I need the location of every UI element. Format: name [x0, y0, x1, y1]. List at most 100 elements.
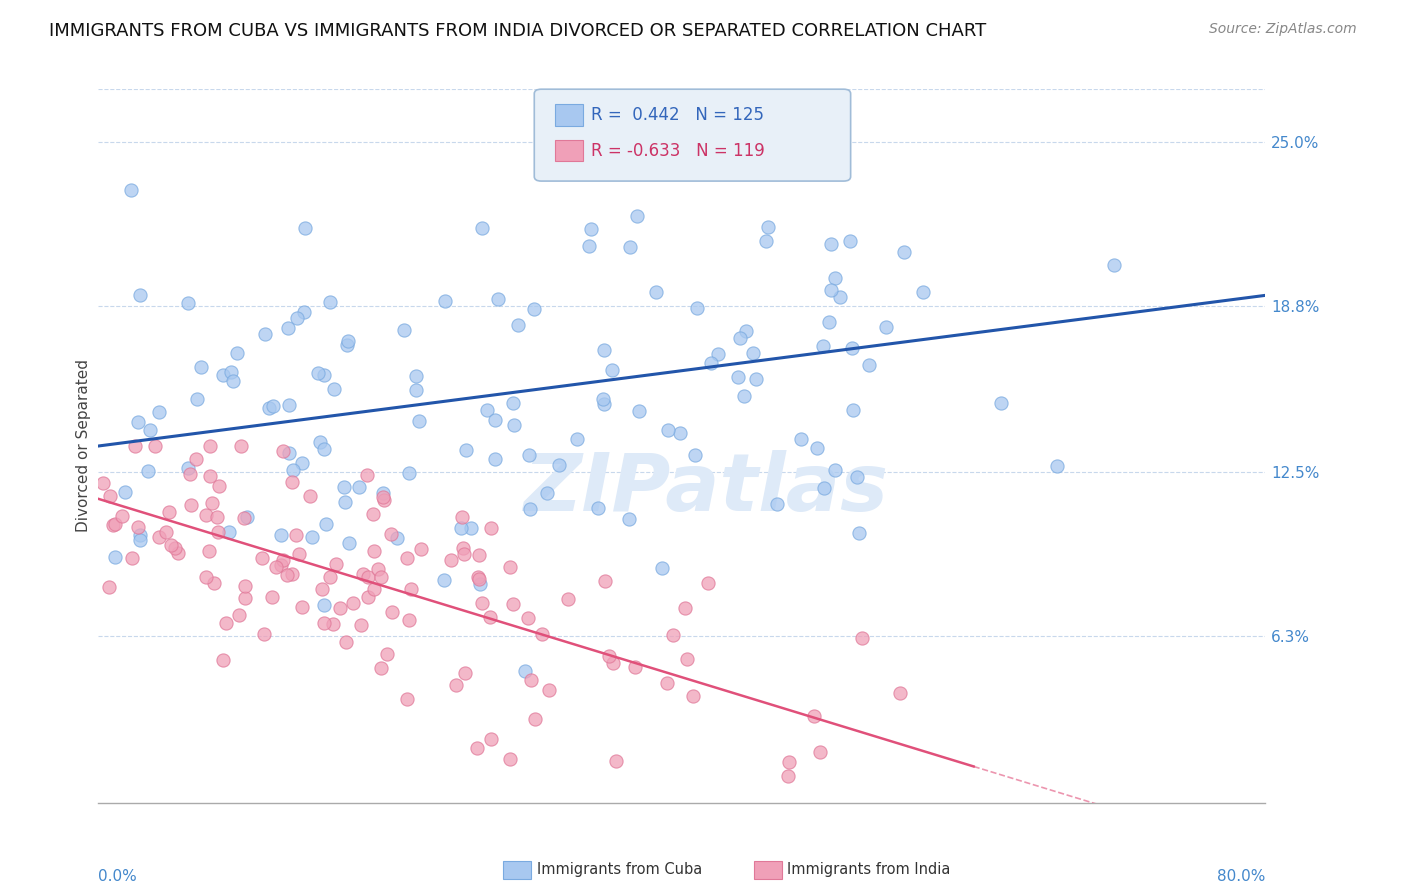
Point [367, 562, 389, 576]
Text: R = -0.633   N = 119: R = -0.633 N = 119 [591, 142, 765, 160]
Point [818, 315, 841, 329]
Point [519, 501, 541, 516]
Text: ZIPatlas: ZIPatlas [523, 450, 887, 528]
Point [520, 673, 543, 687]
Point [208, 479, 231, 493]
Point [124, 439, 146, 453]
Point [363, 544, 385, 558]
Point [350, 618, 373, 632]
Point [273, 443, 295, 458]
Point [380, 527, 402, 541]
Point [820, 283, 842, 297]
Point [197, 544, 219, 558]
Point [398, 466, 420, 480]
Point [893, 245, 915, 260]
Point [673, 601, 696, 615]
Point [778, 756, 800, 770]
Point [357, 590, 380, 604]
Point [180, 498, 202, 512]
Point [212, 368, 235, 383]
Point [352, 566, 374, 581]
Point [499, 751, 522, 765]
Point [756, 219, 779, 234]
Point [198, 468, 221, 483]
Point [523, 302, 546, 317]
Point [253, 627, 276, 641]
Point [733, 389, 755, 403]
Point [547, 458, 569, 473]
Point [160, 538, 183, 552]
Point [270, 528, 292, 542]
Point [408, 414, 430, 428]
Point [207, 510, 229, 524]
Text: R =  0.442   N = 125: R = 0.442 N = 125 [591, 106, 763, 124]
Point [309, 434, 332, 449]
Point [450, 521, 472, 535]
Point [236, 509, 259, 524]
Point [1046, 458, 1069, 473]
Point [586, 501, 609, 516]
Point [842, 403, 865, 417]
Point [139, 423, 162, 437]
Point [307, 366, 329, 380]
Point [820, 237, 842, 252]
Point [848, 525, 870, 540]
Point [381, 605, 404, 619]
Point [104, 550, 127, 565]
Point [651, 561, 673, 575]
Point [486, 293, 509, 307]
Point [277, 321, 299, 335]
Point [889, 686, 911, 700]
Point [619, 512, 641, 526]
Text: IMMIGRANTS FROM CUBA VS IMMIGRANTS FROM INDIA DIVORCED OR SEPARATED CORRELATION : IMMIGRANTS FROM CUBA VS IMMIGRANTS FROM … [49, 22, 987, 40]
Point [129, 533, 152, 548]
Point [593, 574, 616, 589]
Point [200, 496, 222, 510]
Point [312, 615, 335, 630]
Point [114, 485, 136, 500]
Point [405, 383, 427, 397]
Point [394, 323, 416, 337]
Point [471, 221, 494, 235]
Text: Source: ZipAtlas.com: Source: ZipAtlas.com [1209, 22, 1357, 37]
Point [387, 531, 409, 545]
Point [453, 666, 475, 681]
Point [502, 396, 524, 410]
Point [479, 731, 502, 746]
Point [467, 570, 489, 584]
Point [103, 517, 125, 532]
Point [128, 528, 150, 542]
Point [536, 486, 558, 500]
Point [524, 712, 547, 726]
Point [683, 448, 706, 462]
Point [657, 423, 679, 437]
Point [155, 524, 177, 539]
Point [531, 626, 554, 640]
Point [824, 463, 846, 477]
Point [484, 452, 506, 467]
Point [517, 448, 540, 462]
Point [700, 356, 723, 370]
Point [830, 290, 852, 304]
Point [319, 570, 342, 584]
Point [312, 599, 335, 613]
Point [499, 560, 522, 574]
Point [97, 580, 120, 594]
Point [513, 664, 536, 678]
Point [811, 339, 834, 353]
Point [806, 441, 828, 455]
Point [605, 754, 627, 768]
Point [745, 372, 768, 386]
Point [328, 601, 350, 615]
Point [314, 368, 336, 382]
Point [845, 470, 868, 484]
Point [212, 653, 235, 667]
Point [627, 404, 650, 418]
Point [600, 363, 623, 377]
Point [257, 401, 280, 416]
Point [342, 596, 364, 610]
Point [194, 508, 217, 523]
Point [451, 541, 474, 555]
Point [127, 520, 149, 534]
Point [373, 490, 395, 504]
